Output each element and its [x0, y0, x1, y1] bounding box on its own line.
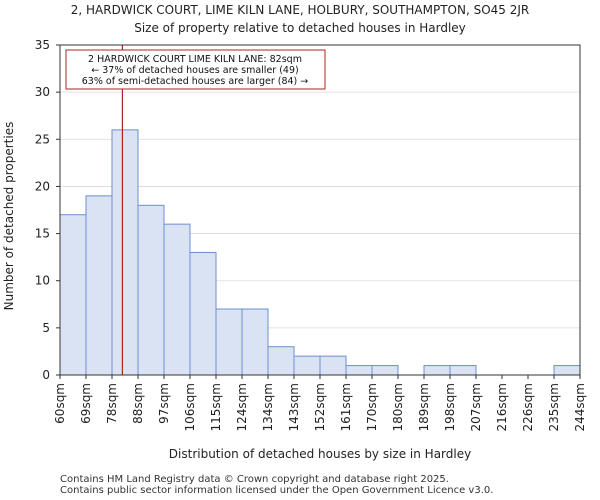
- y-tick-label: 0: [42, 368, 50, 382]
- bar: [189, 251, 217, 376]
- y-tick-label: 20: [35, 179, 50, 193]
- histogram-chart: 2, HARDWICK COURT, LIME KILN LANE, HOLBU…: [2, 3, 587, 461]
- bar: [85, 195, 113, 376]
- annotation-box: 2 HARDWICK COURT LIME KILN LANE: 82sqm ←…: [65, 49, 326, 90]
- bar: [241, 308, 269, 376]
- annotation-line-2: ← 37% of detached houses are smaller (49…: [91, 65, 298, 76]
- x-tick-label: 115sqm: [209, 383, 223, 431]
- x-tick-label: 143sqm: [287, 383, 301, 431]
- footer-copyright-line: Contains HM Land Registry data © Crown c…: [60, 474, 449, 485]
- x-tick-label: 88sqm: [131, 383, 145, 424]
- chart-subtitle: Size of property relative to detached ho…: [134, 21, 466, 35]
- annotation-line-3: 63% of semi-detached houses are larger (…: [82, 76, 309, 87]
- footer-licence-line: Contains public sector information licen…: [60, 485, 494, 496]
- x-tick-label: 134sqm: [261, 383, 275, 431]
- bar: [293, 355, 321, 376]
- x-axis-label: Distribution of detached houses by size …: [169, 447, 471, 461]
- x-tick-label: 226sqm: [521, 383, 535, 431]
- y-tick-label: 25: [35, 132, 50, 146]
- x-tick-label: 152sqm: [313, 383, 327, 431]
- bar: [553, 365, 581, 376]
- x-tick-label: 69sqm: [79, 383, 93, 424]
- x-tick-label: 244sqm: [573, 383, 587, 431]
- bar: [267, 346, 295, 376]
- bar: [449, 365, 477, 376]
- x-tick-label: 216sqm: [495, 383, 509, 431]
- bar: [319, 355, 347, 376]
- x-tick-label: 207sqm: [469, 383, 483, 431]
- annotation-line-1: 2 HARDWICK COURT LIME KILN LANE: 82sqm: [88, 54, 302, 65]
- x-tick-label: 170sqm: [365, 383, 379, 431]
- y-tick-label: 30: [35, 85, 50, 99]
- x-tick-label: 124sqm: [235, 383, 249, 431]
- bar: [371, 365, 399, 376]
- x-tick-label: 198sqm: [443, 383, 457, 431]
- y-axis-ticks: 0 5 10 15 20 25 30 35: [35, 38, 60, 382]
- x-axis-ticks: 60sqm 69sqm 78sqm 88sqm 97sqm 106sqm 115sqm 124…: [53, 375, 587, 431]
- x-tick-label: 189sqm: [417, 383, 431, 431]
- bar: [215, 308, 243, 376]
- bar: [111, 129, 139, 376]
- bar: [163, 223, 191, 376]
- bar: [345, 365, 373, 376]
- bars-group: [59, 129, 581, 376]
- x-tick-label: 97sqm: [157, 383, 171, 424]
- x-tick-label: 235sqm: [547, 383, 561, 431]
- bar: [137, 204, 165, 376]
- y-tick-label: 5: [42, 321, 50, 335]
- x-tick-label: 78sqm: [105, 383, 119, 424]
- x-tick-label: 60sqm: [53, 383, 67, 424]
- x-tick-label: 180sqm: [391, 383, 405, 431]
- x-tick-label: 161sqm: [339, 383, 353, 431]
- y-axis-label: Number of detached properties: [2, 122, 16, 311]
- plot-frame: [59, 44, 581, 376]
- chart-title: 2, HARDWICK COURT, LIME KILN LANE, HOLBU…: [71, 3, 530, 17]
- bar: [423, 365, 451, 376]
- y-tick-label: 10: [35, 274, 50, 288]
- x-tick-label: 106sqm: [183, 383, 197, 431]
- y-tick-label: 15: [35, 227, 50, 241]
- bar: [59, 214, 87, 376]
- y-tick-label: 35: [35, 38, 50, 52]
